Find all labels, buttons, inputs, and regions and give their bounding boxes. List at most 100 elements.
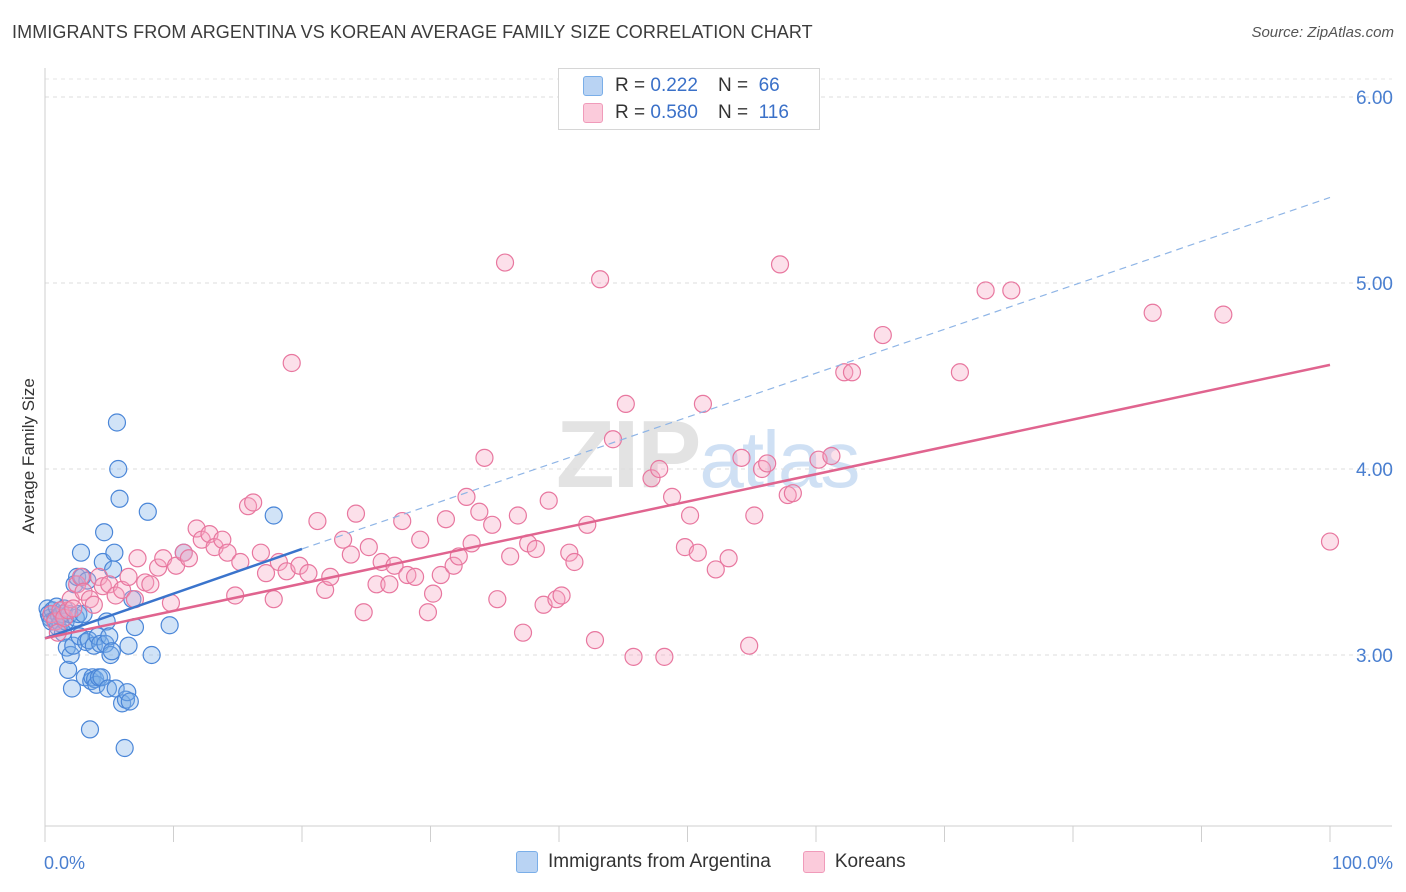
koreans-point: [367, 575, 386, 594]
koreans-point: [46, 612, 65, 631]
argentina-point: [119, 636, 138, 655]
koreans-point: [603, 430, 623, 449]
koreans-point: [251, 543, 270, 562]
koreans-point: [1320, 532, 1340, 551]
trend-lines: [44, 196, 1331, 640]
koreans-point: [693, 394, 713, 413]
koreans-point: [264, 590, 283, 609]
argentina-swatch: [583, 76, 603, 96]
koreans-point: [495, 253, 515, 272]
koreans-point: [508, 506, 527, 525]
koreans-point: [411, 530, 430, 549]
legend-item-koreans: Koreans: [802, 851, 906, 873]
koreans-point: [405, 567, 425, 586]
koreans-point: [483, 515, 502, 534]
koreans-point: [380, 575, 399, 594]
x-tick-label: 100.0%: [1332, 853, 1393, 873]
stats-legend: R = 0.222 N = 66 R = 0.580 N = 116: [558, 68, 820, 130]
legend-label: Koreans: [834, 851, 906, 872]
argentina-point: [92, 668, 111, 687]
koreans-point: [758, 454, 777, 473]
koreans-point: [299, 564, 318, 583]
y-tick-label: 5.00: [1356, 274, 1393, 295]
koreans-point: [74, 582, 93, 601]
koreans-point: [444, 556, 463, 575]
koreans-point: [346, 504, 366, 523]
y-tick-label: 6.00: [1356, 88, 1393, 109]
chart-title: IMMIGRANTS FROM ARGENTINA VS KOREAN AVER…: [12, 22, 813, 42]
koreans-point: [745, 506, 764, 525]
koreans-point: [436, 510, 456, 529]
koreans-point: [513, 623, 533, 642]
r-value: 0.222: [650, 75, 698, 96]
argentina-point: [98, 679, 118, 698]
argentina-point: [115, 738, 134, 758]
koreans-point: [64, 599, 83, 618]
data-points: [38, 253, 1340, 758]
argentina-point: [264, 506, 283, 525]
y-axis-label: Average Family Size: [19, 378, 38, 534]
argentina-point: [95, 523, 114, 542]
argentina-swatch: [516, 851, 538, 873]
koreans-point: [423, 584, 443, 603]
argentina-point: [102, 642, 121, 661]
koreans-point: [141, 575, 160, 594]
argentina-trend-extension: [301, 196, 1331, 550]
koreans-point: [431, 565, 450, 585]
koreans-point: [148, 558, 168, 577]
argentina-point: [100, 627, 119, 646]
koreans-point: [457, 487, 476, 506]
koreans-point: [1002, 281, 1021, 300]
koreans-point: [732, 448, 751, 467]
y-tick-label: 3.00: [1356, 646, 1393, 667]
koreans-point: [873, 325, 892, 345]
koreans-point: [560, 543, 579, 562]
koreans-point: [770, 255, 790, 274]
koreans-point: [354, 603, 373, 622]
koreans-point: [393, 511, 412, 531]
koreans-point: [591, 270, 610, 289]
argentina-point: [71, 543, 91, 562]
koreans-point: [976, 281, 995, 300]
koreans-swatch: [583, 103, 603, 123]
koreans-point: [179, 549, 199, 568]
legend-label: Immigrants from Argentina: [548, 851, 771, 872]
koreans-point: [89, 567, 109, 586]
koreans-point: [244, 493, 263, 512]
koreans-point: [642, 469, 661, 488]
koreans-point: [680, 506, 700, 525]
koreans-point: [1143, 303, 1162, 322]
koreans-point: [470, 502, 489, 521]
argentina-point: [120, 692, 139, 711]
koreans-point: [418, 603, 438, 622]
argentina-trend-line: [44, 547, 303, 640]
koreans-point: [256, 564, 276, 583]
argentina-point: [110, 489, 129, 508]
argentina-point: [62, 679, 82, 698]
axes: [44, 68, 1392, 842]
argentina-point: [69, 604, 88, 624]
stats-row-argentina: R = 0.222 N = 66: [583, 73, 780, 99]
koreans-point: [218, 543, 237, 562]
chart-source: Source: ZipAtlas.com: [1251, 24, 1394, 41]
koreans-point: [650, 459, 669, 479]
koreans-point: [565, 552, 584, 572]
koreans-point: [688, 543, 707, 562]
r-label: R =: [615, 102, 646, 123]
koreans-trend-line: [44, 363, 1331, 640]
argentina-point: [105, 543, 124, 562]
koreans-point: [585, 631, 605, 650]
n-value: 116: [758, 102, 789, 123]
n-value: 66: [758, 75, 780, 96]
koreans-point: [835, 363, 854, 382]
koreans-point: [752, 459, 772, 479]
koreans-point: [616, 394, 635, 413]
koreans-point: [1214, 305, 1233, 324]
x-tick-label: 0.0%: [44, 853, 85, 873]
argentina-point: [160, 616, 179, 635]
koreans-point: [740, 636, 759, 655]
r-value: 0.580: [650, 102, 698, 123]
koreans-point: [475, 448, 494, 467]
koreans-point: [822, 446, 841, 466]
